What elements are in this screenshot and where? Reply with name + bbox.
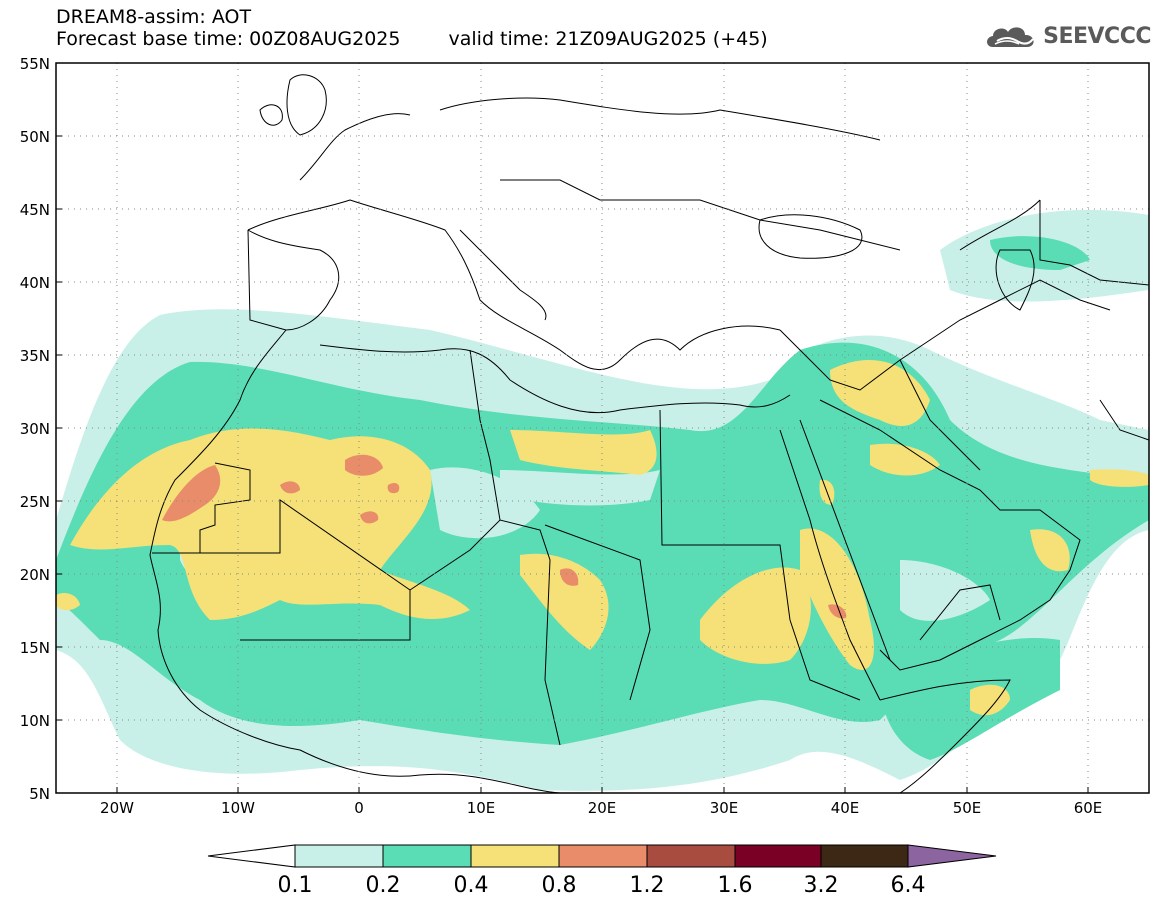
seevccc-logo: SEEVCCC bbox=[983, 18, 1151, 54]
colorbar-swatch-0 bbox=[294, 844, 384, 868]
lat-label-35n: 35N bbox=[20, 347, 50, 365]
colorbar-label-0.8: 0.8 bbox=[542, 873, 577, 898]
lon-label-60e: 60E bbox=[1074, 799, 1103, 817]
colorbar-labels: 0.1 0.2 0.4 0.8 1.2 1.6 3.2 6.4 bbox=[278, 873, 926, 898]
lon-label-10w: 10W bbox=[221, 799, 255, 817]
coastlines bbox=[149, 74, 1149, 793]
time-line: Forecast base time: 00Z08AUG2025 valid ti… bbox=[56, 28, 768, 50]
colorbar-label-1.6: 1.6 bbox=[718, 873, 753, 898]
aot-level-0.8 bbox=[162, 454, 847, 619]
colorbar-label-0.2: 0.2 bbox=[366, 873, 401, 898]
lat-label-10n: 10N bbox=[20, 712, 50, 730]
colorbar-label-0.4: 0.4 bbox=[454, 873, 489, 898]
lat-label-40n: 40N bbox=[20, 274, 50, 292]
lat-label-45n: 45N bbox=[20, 201, 50, 219]
colorbar-swatch-1 bbox=[382, 844, 472, 868]
lon-label-20w: 20W bbox=[100, 799, 134, 817]
map-title: DREAM8-assim: AOT bbox=[56, 6, 252, 28]
lon-labels: 20W 10W 0 10E 20E 30E 40E 50E 60E bbox=[100, 799, 1102, 817]
colorbar-label-0.1: 0.1 bbox=[278, 873, 313, 898]
lat-label-55n: 55N bbox=[20, 55, 50, 73]
title-block: DREAM8-assim: AOT Forecast base time: 00… bbox=[56, 6, 768, 50]
colorbar-swatch-4 bbox=[646, 844, 736, 868]
colorbar-label-3.2: 3.2 bbox=[804, 873, 839, 898]
lat-label-20n: 20N bbox=[20, 566, 50, 584]
graticule bbox=[56, 63, 1149, 793]
axis-ticks bbox=[56, 62, 1089, 794]
valid-time: valid time: 21Z09AUG2025 (+45) bbox=[448, 28, 768, 50]
colorbar-swatch-3 bbox=[558, 844, 648, 868]
colorbar-high-arrow bbox=[907, 844, 997, 868]
colorbar-swatch-5 bbox=[734, 844, 822, 868]
logo-text: SEEVCCC bbox=[1043, 23, 1151, 49]
colorbar-low-arrow bbox=[207, 844, 296, 868]
lat-label-5n: 5N bbox=[29, 785, 50, 803]
colorbar-label-6.4: 6.4 bbox=[891, 873, 926, 898]
lat-labels: 55N 50N 45N 40N 35N 30N 25N 20N 15N 10N … bbox=[20, 55, 50, 803]
lon-label-30e: 30E bbox=[710, 799, 739, 817]
colorbar-swatch-2 bbox=[470, 844, 560, 868]
lon-label-0: 0 bbox=[354, 799, 364, 817]
lon-label-10e: 10E bbox=[467, 799, 496, 817]
lat-label-25n: 25N bbox=[20, 493, 50, 511]
lat-label-15n: 15N bbox=[20, 639, 50, 657]
aot-level-0.4 bbox=[56, 360, 1149, 716]
lat-label-30n: 30N bbox=[20, 420, 50, 438]
base-time: Forecast base time: 00Z08AUG2025 bbox=[56, 28, 401, 50]
colorbar-label-1.2: 1.2 bbox=[630, 873, 665, 898]
lon-label-50e: 50E bbox=[953, 799, 982, 817]
lat-label-50n: 50N bbox=[20, 128, 50, 146]
colorbar bbox=[207, 844, 997, 868]
lon-label-40e: 40E bbox=[831, 799, 860, 817]
colorbar-swatch-6 bbox=[820, 844, 909, 868]
lon-label-20e: 20E bbox=[588, 799, 617, 817]
cloud-logo-icon bbox=[987, 27, 1034, 47]
